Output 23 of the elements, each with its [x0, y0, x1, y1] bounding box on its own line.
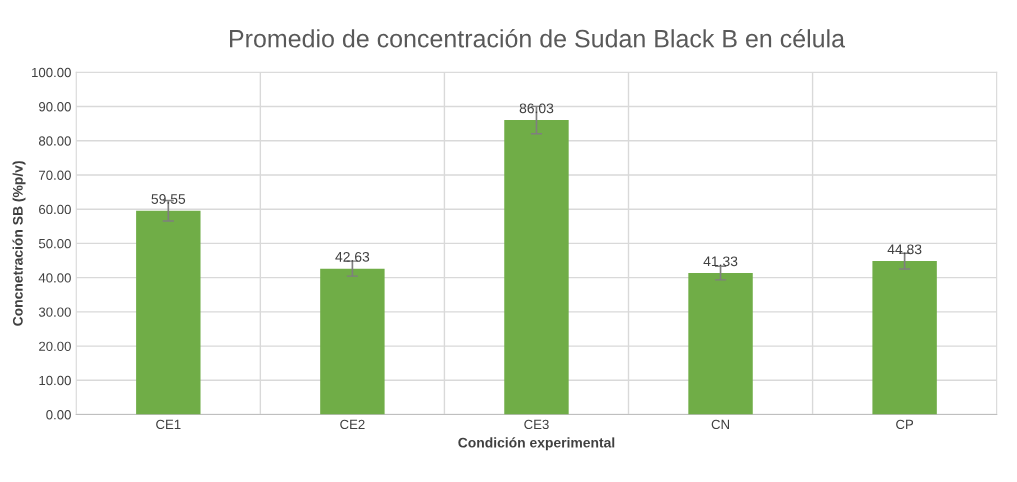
y-tick-label: 60.00 [39, 204, 71, 215]
x-tick-label: CN [711, 419, 729, 430]
chart-title: Promedio de concentración de Sudan Black B en célula [230, 28, 846, 48]
y-tick-label: 30.00 [38, 307, 71, 317]
y-tick-label: 20.00 [39, 341, 71, 351]
y-tick-label: 50.00 [38, 238, 71, 249]
y-tick-label: 100.00 [32, 67, 71, 78]
y-tick-label: 0.00 [46, 410, 71, 420]
y-tick-label: 70.00 [39, 170, 71, 180]
x-tick-label: CE2 [340, 419, 365, 430]
x-tick-label: CE1 [156, 419, 181, 430]
y-tick-label: 90.00 [39, 102, 71, 112]
data-label: 41.33 [703, 256, 738, 267]
data-label: 44.83 [887, 244, 922, 255]
y-tick-label: 40.00 [38, 273, 71, 283]
y-axis-title: Concnetración SB (%p/v) [12, 161, 26, 326]
y-tick-label: 80.00 [38, 136, 71, 146]
x-tick-label: CE3 [524, 419, 549, 430]
y-tick-label: 10.00 [39, 375, 71, 386]
data-label: 42.63 [335, 251, 370, 262]
x-tick-label: CP [896, 419, 914, 430]
x-axis-title: Condición experimental [458, 437, 615, 451]
data-label: 59.55 [151, 194, 186, 204]
